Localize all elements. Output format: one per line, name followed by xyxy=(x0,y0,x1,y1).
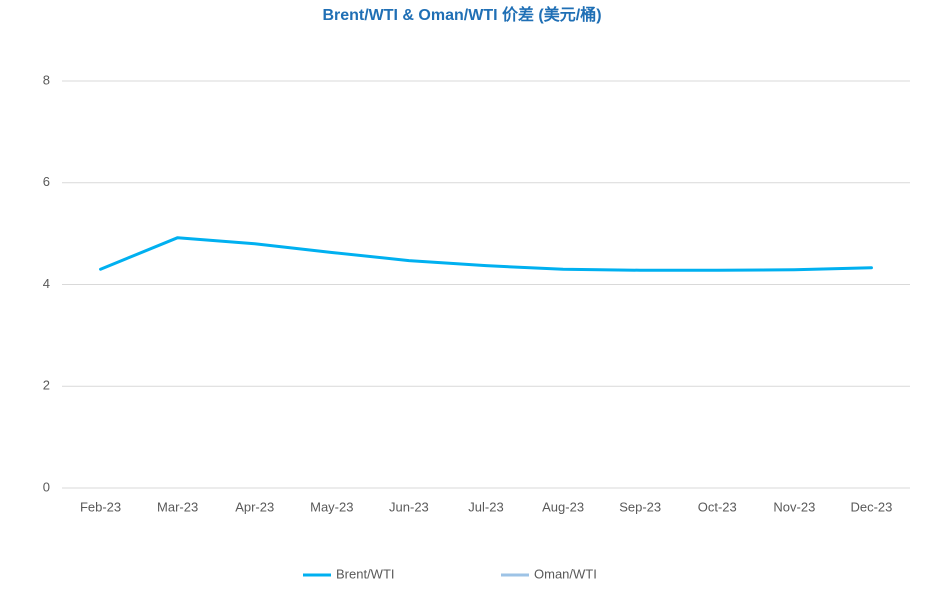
x-tick-label: Dec-23 xyxy=(850,499,892,514)
y-tick-label: 6 xyxy=(43,174,50,189)
x-tick-label: Nov-23 xyxy=(773,499,815,514)
y-tick-label: 8 xyxy=(43,72,50,87)
x-tick-label: Oct-23 xyxy=(698,499,737,514)
x-tick-label: Apr-23 xyxy=(235,499,274,514)
y-tick-label: 4 xyxy=(43,276,50,291)
x-tick-label: May-23 xyxy=(310,499,353,514)
x-tick-label: Sep-23 xyxy=(619,499,661,514)
y-tick-label: 0 xyxy=(43,479,50,494)
legend-label: Brent/WTI xyxy=(336,566,395,581)
x-tick-label: Feb-23 xyxy=(80,499,121,514)
series-line xyxy=(99,236,873,272)
x-tick-label: Mar-23 xyxy=(157,499,198,514)
x-tick-label: Jun-23 xyxy=(389,499,429,514)
x-tick-label: Aug-23 xyxy=(542,499,584,514)
chart-title: Brent/WTI & Oman/WTI 价差 (美元/桶) xyxy=(322,5,601,24)
x-tick-label: Jul-23 xyxy=(468,499,503,514)
y-tick-label: 2 xyxy=(43,378,50,393)
legend-label: Oman/WTI xyxy=(534,566,597,581)
